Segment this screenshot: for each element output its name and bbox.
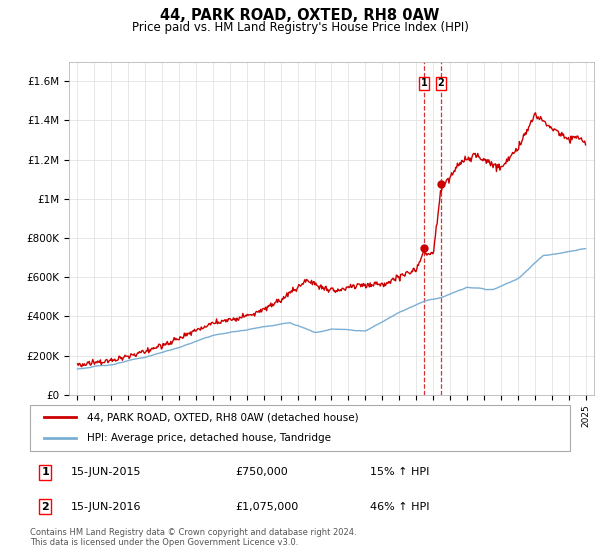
FancyBboxPatch shape bbox=[30, 405, 570, 451]
Text: 44, PARK ROAD, OXTED, RH8 0AW (detached house): 44, PARK ROAD, OXTED, RH8 0AW (detached … bbox=[86, 412, 358, 422]
Text: Contains HM Land Registry data © Crown copyright and database right 2024.
This d: Contains HM Land Registry data © Crown c… bbox=[30, 528, 356, 547]
Text: 15-JUN-2016: 15-JUN-2016 bbox=[71, 502, 141, 511]
Text: 44, PARK ROAD, OXTED, RH8 0AW: 44, PARK ROAD, OXTED, RH8 0AW bbox=[160, 8, 440, 24]
Text: £1,075,000: £1,075,000 bbox=[235, 502, 298, 511]
Text: 1: 1 bbox=[421, 78, 427, 88]
Text: Price paid vs. HM Land Registry's House Price Index (HPI): Price paid vs. HM Land Registry's House … bbox=[131, 21, 469, 34]
Text: 2: 2 bbox=[437, 78, 444, 88]
Text: 15% ↑ HPI: 15% ↑ HPI bbox=[370, 468, 430, 477]
Text: £750,000: £750,000 bbox=[235, 468, 288, 477]
Text: 15-JUN-2015: 15-JUN-2015 bbox=[71, 468, 141, 477]
Text: 1: 1 bbox=[41, 468, 49, 477]
Text: HPI: Average price, detached house, Tandridge: HPI: Average price, detached house, Tand… bbox=[86, 433, 331, 444]
Text: 2: 2 bbox=[41, 502, 49, 511]
Text: 46% ↑ HPI: 46% ↑ HPI bbox=[370, 502, 430, 511]
